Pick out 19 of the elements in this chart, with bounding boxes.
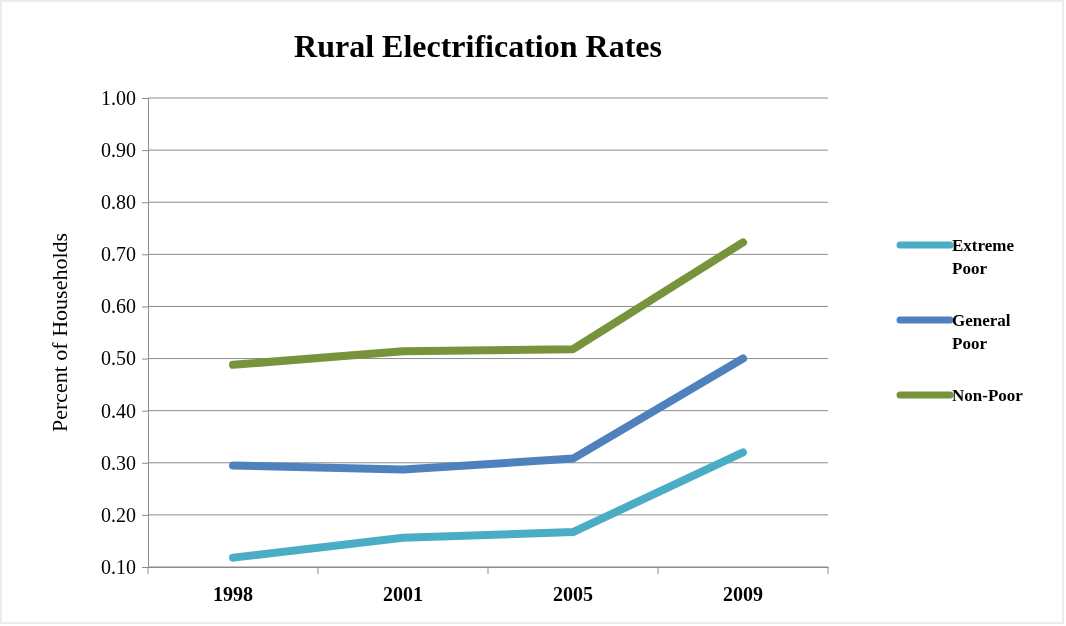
y-tick-label: 0.10 <box>101 555 136 578</box>
y-tick-label: 0.30 <box>101 451 136 474</box>
y-tick-label: 0.20 <box>101 503 136 526</box>
legend-label: Non-Poor <box>952 386 1024 405</box>
x-tick-label: 2009 <box>723 583 763 606</box>
x-tick-label: 1998 <box>213 583 253 606</box>
y-tick-label: 0.90 <box>101 139 136 162</box>
y-tick-label: 0.80 <box>101 191 136 214</box>
y-tick-label: 1.00 <box>101 86 136 109</box>
y-axis-title: Percent of Households <box>47 232 72 433</box>
x-tick-label: 2001 <box>383 583 423 606</box>
legend-label: General Poor <box>952 311 1011 353</box>
y-tick-label: 0.40 <box>101 399 136 422</box>
y-tick-label: 0.50 <box>101 347 136 370</box>
y-tick-label: 0.70 <box>101 243 136 266</box>
x-tick-label: 2005 <box>553 583 593 606</box>
chart-title: Rural Electrification Rates <box>294 28 662 64</box>
y-tick-label: 0.60 <box>101 295 136 318</box>
legend-label: Extreme Poor <box>952 236 1015 278</box>
